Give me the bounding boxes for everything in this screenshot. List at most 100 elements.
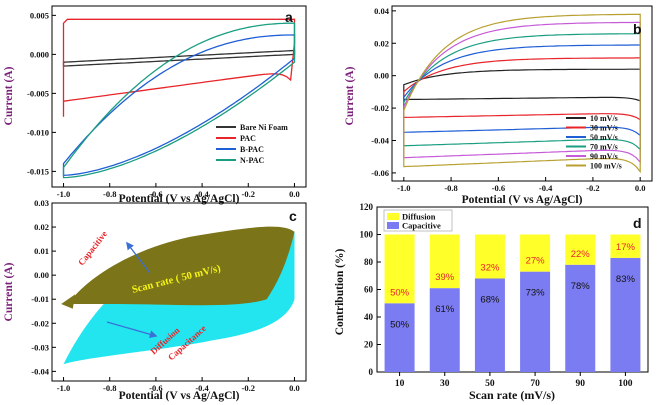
- panel-b-xticks: -1.0 -0.8 -0.6 -0.4 -0.2 0.0: [397, 177, 645, 193]
- panel-b-xtick-label: -1.0: [397, 183, 410, 193]
- panel-b-legend-label: 10 mV/s: [590, 114, 618, 123]
- bar-diffusion: [474, 234, 505, 279]
- panel-a-legend-label: Bare Ni Foam: [240, 123, 288, 132]
- panel-b-xtick-label: -0.4: [539, 183, 553, 193]
- panel-d-xtick-label: 50: [485, 379, 495, 389]
- bar-diffusion: [565, 234, 596, 265]
- panel-c-frame: [51, 202, 307, 382]
- panel-a-series-bare-ni-foam: [62, 49, 296, 67]
- panel-c-xlabel: Potential (V vs Ag/AgCl): [119, 390, 240, 402]
- panel-b-legend-label: 70 mV/s: [590, 143, 618, 152]
- bar-diffusion: [520, 234, 551, 272]
- bar-capacitive: [384, 303, 415, 372]
- panel-b-series-10-mv-s: [403, 68, 641, 102]
- panel-d-xtick-label: 90: [576, 379, 586, 389]
- diffusion-arrow: [106, 321, 158, 339]
- panel-a-legend-label: PAC: [240, 134, 256, 143]
- diffusion-value-label: 17%: [616, 242, 636, 253]
- panel-a-letter: a: [285, 9, 293, 25]
- panel-b-ytick-label: -0.02: [371, 103, 389, 113]
- panel-d-ytick-label: 40: [364, 312, 374, 322]
- capacitive-value-label: 61%: [435, 304, 455, 315]
- panel-a-xtick-label: 0.0: [289, 189, 300, 199]
- panel-d-xticks: 10 30 50 70 90 100: [395, 372, 633, 389]
- panel-b: -1.0 -0.8 -0.6 -0.4 -0.2 0.0 0.04 0.02 0.00 -0.0…: [344, 5, 653, 206]
- panel-d-xtick-label: 30: [440, 379, 450, 389]
- bar-capacitive: [520, 271, 551, 372]
- panel-d-xlabel: Scan rate (mV/s): [469, 388, 555, 402]
- panel-c-xtick-label: -1.0: [57, 383, 70, 393]
- panel-c-ytick-label: -0.04: [31, 366, 49, 376]
- panel-a-xtick-label: -0.8: [103, 189, 116, 199]
- panel-a-ytick-label: 0.005: [30, 10, 49, 20]
- diffusion-value-label: 50%: [390, 287, 410, 298]
- panel-c-ytick-label: 0.01: [34, 246, 49, 256]
- panel-a-xtick-label: -0.4: [195, 189, 209, 199]
- panel-d-legend-swatch: [387, 222, 399, 229]
- bar-diffusion: [429, 234, 460, 289]
- panel-c-letter: c: [289, 208, 297, 224]
- capacitive-arrow: [126, 241, 151, 274]
- panel-b-legend-label: 100 mV/s: [590, 162, 622, 171]
- panel-a-xtick-label: -0.2: [242, 189, 255, 199]
- panel-d-ytick-label: 100: [360, 230, 374, 240]
- panel-c-yticks: 0.03 0.02 0.01 0.00 -0.01 -0.02 -0.03 -0.04: [31, 198, 56, 376]
- panel-c-xtick-label: -0.6: [149, 383, 162, 393]
- panel-c-ytick-label: 0.02: [34, 222, 49, 232]
- panel-c-ytick-label: 0.00: [34, 270, 49, 280]
- panel-d: 50% 50% 61% 39% 68% 32% 73% 27% 78% 22% 83% 17% 10 3…: [334, 202, 649, 402]
- panel-b-ylabel: Current (A): [344, 66, 356, 125]
- panel-b-ytick-label: -0.04: [371, 135, 389, 145]
- panel-a-ytick-label: 0.000: [30, 49, 49, 59]
- panel-c-xtick-label: -0.2: [242, 383, 255, 393]
- panel-b-curves: [403, 13, 641, 174]
- panel-d-frame: [376, 206, 649, 373]
- diffusion-value-label: 39%: [435, 272, 455, 283]
- panel-b-series-30-mv-s: [403, 57, 641, 121]
- panel-a-ytick-label: -0.015: [27, 166, 49, 176]
- panel-a-series-pac: [62, 18, 296, 117]
- panel-d-bars: 50% 50% 61% 39% 68% 32% 73% 27% 78% 22% 83% 17%: [384, 234, 641, 372]
- panel-c-ylabel: Current (A): [3, 262, 15, 321]
- bar-diffusion: [384, 234, 415, 304]
- panel-d-legend-box: [383, 209, 453, 232]
- panel-c-xtick-label: -0.8: [103, 383, 116, 393]
- panel-d-yticks: 0 20 40 60 80 100 120: [360, 202, 381, 377]
- bar-capacitive: [610, 257, 641, 372]
- panel-b-xtick-label: 0.0: [635, 183, 646, 193]
- panel-a-legend: Bare Ni Foam PAC B-PAC N-PAC: [216, 123, 288, 165]
- panel-c-xtick-label: 0.0: [289, 383, 300, 393]
- bar-diffusion: [610, 234, 641, 258]
- panel-d-ytick-label: 20: [364, 340, 374, 350]
- bar-capacitive: [474, 278, 505, 372]
- panel-a-frame: [51, 5, 307, 188]
- panel-a-xticks: -1.0 -0.8 -0.6 -0.4 -0.2 0.0: [57, 183, 300, 199]
- capacitive-region: [68, 226, 295, 306]
- panel-a-xtick-label: -1.0: [57, 189, 70, 199]
- panel-a-series-n-pac: [62, 22, 296, 179]
- panel-d-legend-swatch: [387, 213, 399, 220]
- diffusion-value-label: 27%: [526, 256, 546, 267]
- panel-d-legend-label: Capacitive: [402, 221, 441, 231]
- bar-capacitive: [429, 288, 460, 372]
- capacitive-value-label: 83%: [616, 274, 636, 285]
- panel-c-shapes: [61, 226, 295, 365]
- panel-d-ylabel: Contribution (%): [334, 249, 346, 336]
- panel-a-legend-label: B-PAC: [240, 145, 264, 154]
- panel-a: -1.0 -0.8 -0.6 -0.4 -0.2 0.0 0.005 0.000 -0.005…: [3, 5, 307, 205]
- panel-c-ytick-label: -0.03: [31, 342, 49, 352]
- panel-d-xtick-label: 10: [395, 379, 405, 389]
- panel-c-ytick-label: -0.02: [31, 318, 49, 328]
- panel-c-xtick-label: -0.4: [195, 383, 209, 393]
- panel-c: -1.0 -0.8 -0.6 -0.4 -0.2 0.0 0.03 0.02 0.01 0.00…: [3, 198, 307, 402]
- panel-b-xtick-label: -0.6: [492, 183, 505, 193]
- panel-b-xlabel: Potential (V vs Ag/AgCl): [462, 194, 583, 206]
- panel-c-ytick-label: -0.01: [31, 294, 49, 304]
- panel-a-ytick-label: -0.005: [27, 88, 49, 98]
- panel-d-xtick-label: 100: [618, 379, 633, 389]
- diffusion-value-label: 22%: [571, 249, 591, 260]
- panel-a-curves: [62, 18, 296, 179]
